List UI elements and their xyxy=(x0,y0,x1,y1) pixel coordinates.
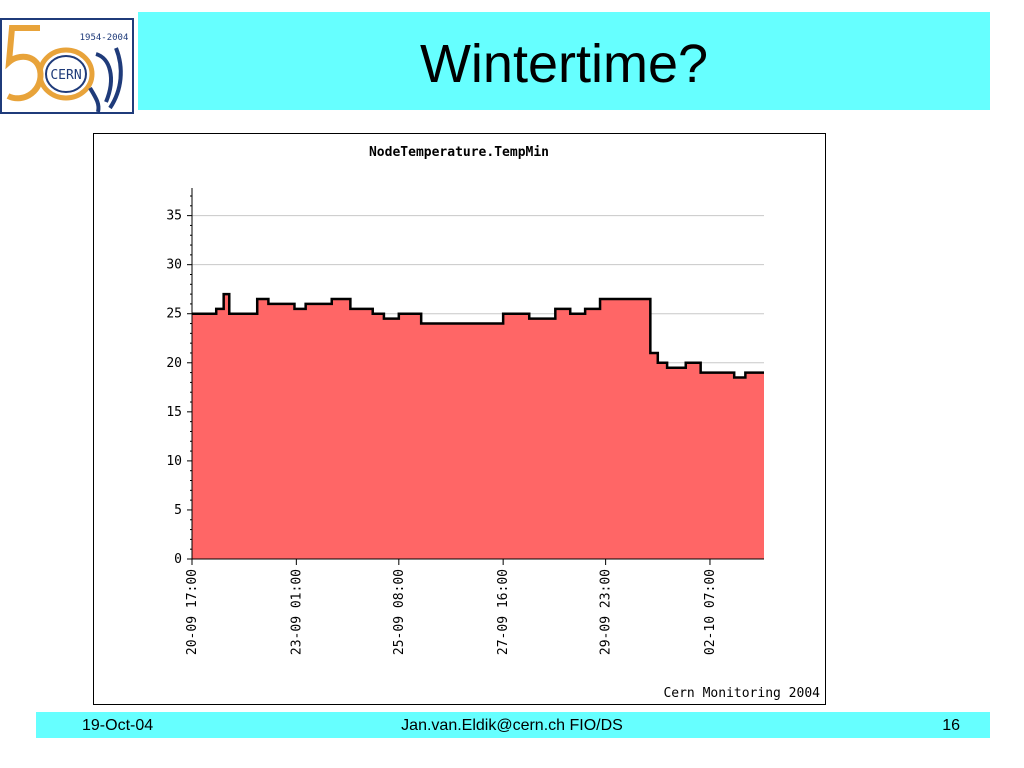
series-area xyxy=(192,294,764,559)
x-tick-label: 27-09 16:00 xyxy=(496,569,511,655)
slide-title: Wintertime? xyxy=(419,34,709,94)
cern-50-logo: CERN 1954-2004 xyxy=(0,18,134,114)
y-tick-label: 30 xyxy=(166,258,182,273)
y-tick-label: 5 xyxy=(174,503,182,518)
plot-area xyxy=(192,292,764,559)
y-tick-label: 25 xyxy=(166,307,182,322)
y-tick-label: 0 xyxy=(174,552,182,567)
footer-band xyxy=(36,712,990,738)
y-tick-label: 10 xyxy=(166,454,182,469)
footer-date: 19-Oct-04 xyxy=(82,717,154,734)
title-band xyxy=(138,12,990,110)
y-tick-label: 15 xyxy=(166,405,182,420)
chart-credit: Cern Monitoring 2004 xyxy=(663,686,820,701)
slide-number: 16 xyxy=(942,717,960,734)
x-tick-label: 02-10 07:00 xyxy=(703,569,718,655)
chart-frame: NodeTemperature.TempMin 0 5 10 15 20 25 30 35 20… xyxy=(93,133,826,705)
x-tick-label: 23-09 01:00 xyxy=(289,569,304,655)
x-tick-label: 20-09 17:00 xyxy=(185,569,200,655)
axes: 0 5 10 15 20 25 30 35 20-09 17:00 23-09 01:00 25-0… xyxy=(166,188,764,655)
x-tick-label: 25-09 08:00 xyxy=(392,569,407,655)
temperature-chart: NodeTemperature.TempMin 0 5 10 15 20 25 30 35 20… xyxy=(166,145,820,701)
logo-cern-text: CERN xyxy=(50,68,81,83)
logo-years-text: 1954-2004 xyxy=(80,33,129,43)
series-line xyxy=(192,292,764,379)
footer-author: Jan.van.Eldik@cern.ch FIO/DS xyxy=(401,717,623,734)
y-tick-label: 35 xyxy=(166,209,182,224)
chart-title: NodeTemperature.TempMin xyxy=(369,145,549,160)
y-tick-label: 20 xyxy=(166,356,182,371)
x-tick-label: 29-09 23:00 xyxy=(599,569,614,655)
